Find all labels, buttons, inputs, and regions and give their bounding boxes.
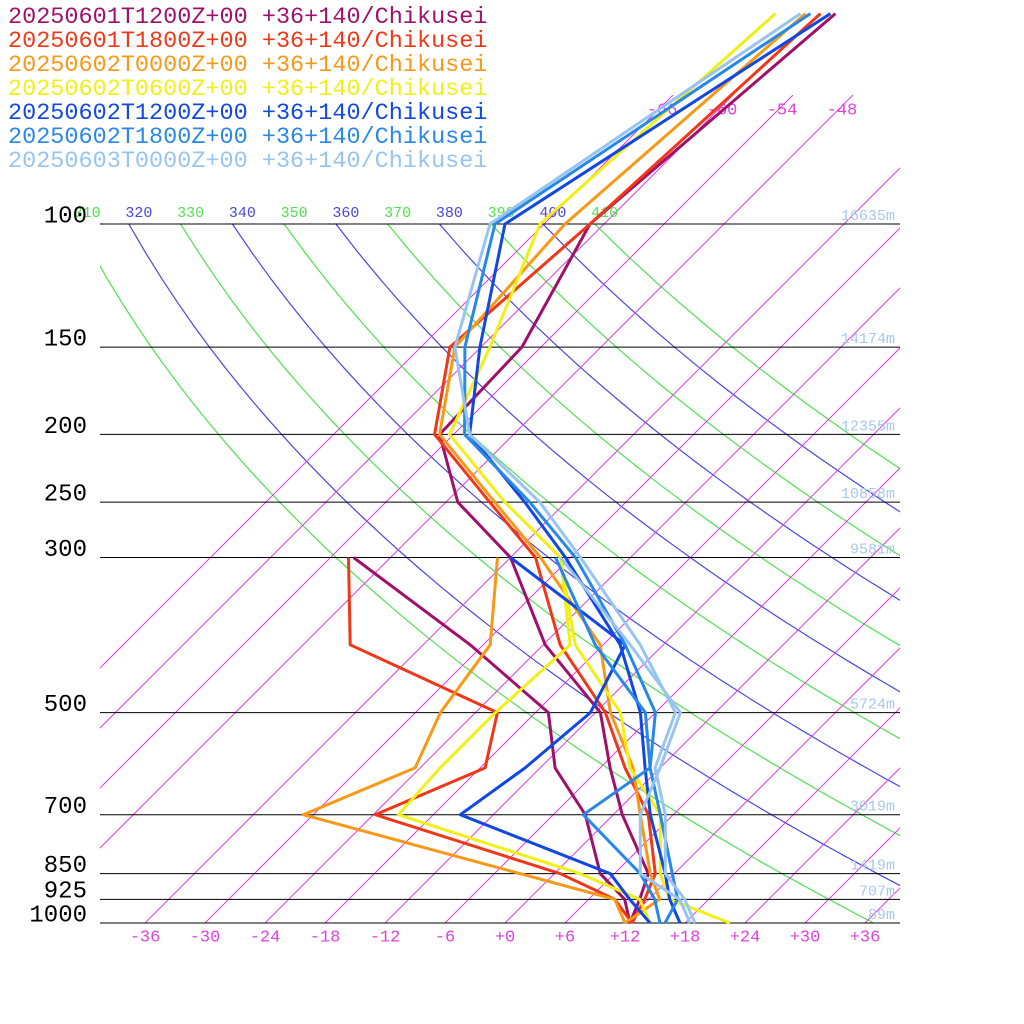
isotherm xyxy=(144,167,900,923)
isotherm xyxy=(204,227,900,923)
x-tick-label: -24 xyxy=(250,928,281,947)
y-tick-label: 250 xyxy=(44,482,87,509)
dewpoint-line xyxy=(559,556,692,924)
dewpoint-line xyxy=(347,557,634,924)
dewpoint-line xyxy=(554,556,662,924)
theta-label: 380 xyxy=(436,205,463,222)
axes: 310 320 330 340 350 360 370 380 390 400 410-36 -30-… xyxy=(29,101,900,947)
x-tick-label: +36 xyxy=(850,928,881,947)
legend-entry: 20250602T0600Z+00 +36+140/Chikusei xyxy=(8,76,487,103)
legend-entry: 20250602T1200Z+00 +36+140/Chikusei xyxy=(8,100,487,127)
y-tick-label: 925 xyxy=(44,879,87,906)
y-tick-label: 200 xyxy=(44,414,87,441)
height-label: 12355m xyxy=(841,418,895,435)
x-tick-label: +6 xyxy=(555,928,575,947)
height-label: 5724m xyxy=(850,697,895,714)
theta-label: 340 xyxy=(229,205,256,222)
isotherm xyxy=(744,767,900,923)
x-tick-label: -30 xyxy=(190,928,221,947)
height-label: 10858m xyxy=(841,486,895,503)
x-tick-label: +0 xyxy=(495,928,515,947)
isotherm xyxy=(100,95,734,729)
y-tick-label: 100 xyxy=(44,203,87,230)
temperature-line xyxy=(463,12,812,924)
dry-adiabat xyxy=(490,224,900,557)
temperature-line xyxy=(453,12,802,924)
legend-entry: 20250602T1800Z+00 +36+140/Chikusei xyxy=(8,124,487,151)
theta-label: 350 xyxy=(281,205,308,222)
theta-label: 320 xyxy=(125,205,152,222)
x-tick-label: +12 xyxy=(610,928,641,947)
isotherm xyxy=(100,95,854,849)
dry-adiabat xyxy=(438,224,900,601)
isotherms xyxy=(100,95,900,923)
x-tick-label: -12 xyxy=(370,928,401,947)
y-tick-label: 300 xyxy=(44,537,87,564)
legend: 20250601T1200Z+00 +36+140/Chikusei202506… xyxy=(8,4,487,175)
isotherm xyxy=(564,587,900,923)
y-tick-label: 1000 xyxy=(29,902,87,929)
dewpoint-line xyxy=(301,557,627,924)
isotherm xyxy=(444,467,900,923)
theta-label: 370 xyxy=(384,205,411,222)
isotherm-label: -48 xyxy=(827,101,858,120)
dry-adiabat xyxy=(231,224,900,788)
y-tick-label: 500 xyxy=(44,692,87,719)
isotherm xyxy=(324,347,900,923)
y-tick-label: 150 xyxy=(44,326,87,353)
height-label: 707m xyxy=(859,883,895,900)
dry-adiabat xyxy=(283,224,900,740)
x-tick-label: -6 xyxy=(435,928,455,947)
x-tick-label: -18 xyxy=(310,928,341,947)
isotherm-label: -54 xyxy=(767,101,798,120)
legend-entry: 20250601T1800Z+00 +36+140/Chikusei xyxy=(8,28,487,55)
height-label: 1419m xyxy=(850,858,895,875)
y-tick-label: 700 xyxy=(44,794,87,821)
legend-entry: 20250602T0000Z+00 +36+140/Chikusei xyxy=(8,52,487,79)
temperature-line xyxy=(438,12,837,924)
x-tick-label: +30 xyxy=(790,928,821,947)
x-tick-label: +18 xyxy=(670,928,701,947)
isotherm xyxy=(624,647,900,923)
isotherm xyxy=(504,527,900,923)
isotherm xyxy=(804,827,900,923)
theta-label: 330 xyxy=(177,205,204,222)
temperature-line xyxy=(433,12,822,924)
legend-entry: 20250601T1200Z+00 +36+140/Chikusei xyxy=(8,4,487,31)
isotherm xyxy=(100,95,794,789)
isotherm xyxy=(684,707,900,923)
profiles xyxy=(301,12,837,925)
y-tick-label: 850 xyxy=(44,853,87,880)
dewpoint-line xyxy=(458,556,652,924)
dewpoint-line xyxy=(396,557,652,924)
height-label: 3019m xyxy=(850,799,895,816)
x-tick-label: +24 xyxy=(730,928,761,947)
isotherm xyxy=(384,407,900,923)
temperature-line xyxy=(448,12,777,925)
x-tick-label: -36 xyxy=(130,928,161,947)
dry-adiabat xyxy=(180,224,900,837)
legend-entry: 20250603T0000Z+00 +36+140/Chikusei xyxy=(8,148,487,175)
height-label: 89m xyxy=(868,907,895,924)
isotherm xyxy=(264,287,900,923)
theta-label: 360 xyxy=(332,205,359,222)
height-label: 9581m xyxy=(850,541,895,558)
height-label: 14174m xyxy=(841,331,895,348)
theta-label: 390 xyxy=(488,205,515,222)
theta-label: 310 xyxy=(74,205,101,222)
height-label: 16635m xyxy=(841,208,895,225)
